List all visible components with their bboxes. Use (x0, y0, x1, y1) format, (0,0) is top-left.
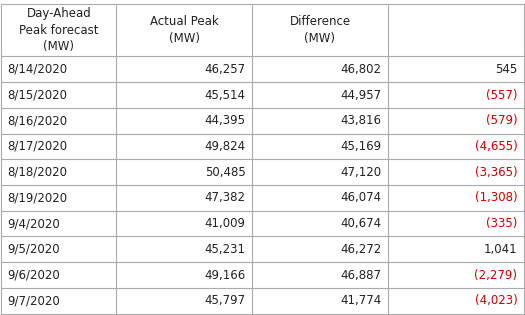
Text: 45,169: 45,169 (340, 140, 382, 153)
Text: 9/5/2020: 9/5/2020 (8, 243, 60, 256)
Text: 47,120: 47,120 (340, 166, 382, 179)
Text: Day-Ahead
Peak forecast
(MW): Day-Ahead Peak forecast (MW) (19, 7, 99, 53)
Text: 45,231: 45,231 (205, 243, 246, 256)
Text: (4,655): (4,655) (475, 140, 517, 153)
Text: 46,074: 46,074 (340, 192, 382, 204)
Text: (4,023): (4,023) (475, 294, 517, 307)
Text: 45,514: 45,514 (205, 89, 246, 101)
Text: 1,041: 1,041 (484, 243, 517, 256)
Text: 8/16/2020: 8/16/2020 (8, 114, 68, 127)
Text: (1,308): (1,308) (475, 192, 517, 204)
Text: 47,382: 47,382 (205, 192, 246, 204)
Text: 8/14/2020: 8/14/2020 (8, 63, 68, 76)
Text: 40,674: 40,674 (340, 217, 382, 230)
Text: 9/7/2020: 9/7/2020 (8, 294, 60, 307)
Text: (335): (335) (486, 217, 517, 230)
Text: 46,802: 46,802 (341, 63, 382, 76)
Text: 8/19/2020: 8/19/2020 (8, 192, 68, 204)
Text: 49,824: 49,824 (205, 140, 246, 153)
Text: 49,166: 49,166 (205, 268, 246, 282)
Text: 545: 545 (495, 63, 517, 76)
Text: Difference
(MW): Difference (MW) (289, 15, 351, 45)
Text: 8/17/2020: 8/17/2020 (8, 140, 68, 153)
Text: 41,009: 41,009 (205, 217, 246, 230)
Text: 43,816: 43,816 (341, 114, 382, 127)
Text: 41,774: 41,774 (340, 294, 382, 307)
Text: Actual Peak
(MW): Actual Peak (MW) (150, 15, 218, 45)
Text: 9/4/2020: 9/4/2020 (8, 217, 60, 230)
Text: (2,279): (2,279) (475, 268, 517, 282)
Text: (557): (557) (486, 89, 517, 101)
Text: 45,797: 45,797 (205, 294, 246, 307)
Text: 9/6/2020: 9/6/2020 (8, 268, 60, 282)
Text: 8/15/2020: 8/15/2020 (8, 89, 68, 101)
Text: 44,957: 44,957 (340, 89, 382, 101)
Text: 46,272: 46,272 (340, 243, 382, 256)
Text: (3,365): (3,365) (475, 166, 517, 179)
Text: (579): (579) (486, 114, 517, 127)
Text: 44,395: 44,395 (205, 114, 246, 127)
Text: 46,887: 46,887 (341, 268, 382, 282)
Text: 8/18/2020: 8/18/2020 (8, 166, 68, 179)
Text: 46,257: 46,257 (205, 63, 246, 76)
Text: 50,485: 50,485 (205, 166, 246, 179)
